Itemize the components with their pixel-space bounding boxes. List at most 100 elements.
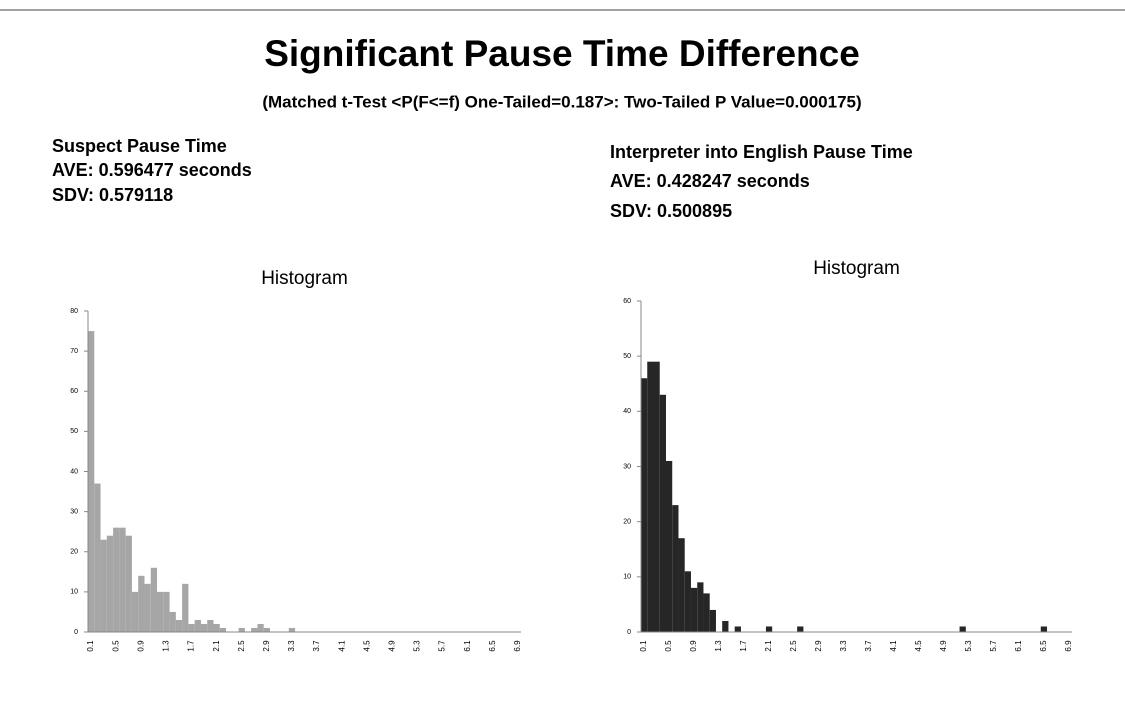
bar [709,609,716,632]
bar [138,575,145,632]
y-tick-label: 10 [623,574,631,581]
bar [734,626,741,632]
x-tick-label: 1.7 [739,640,748,652]
x-tick-label: 1.3 [714,640,723,652]
x-tick-label: 4.1 [889,640,898,652]
x-tick-label: 2.9 [262,640,271,652]
chart-title: Histogram [813,258,900,279]
x-tick-label: 6.1 [1014,640,1023,652]
bar [1040,626,1048,632]
y-tick-label: 50 [623,353,631,360]
stats-ave: AVE: 0.596477 seconds [52,160,252,180]
x-tick-label: 6.5 [488,640,497,652]
bar [94,483,101,632]
x-tick-label: 4.5 [362,640,371,652]
x-tick-label: 5.7 [989,640,998,652]
y-tick-label: 70 [70,348,78,355]
bar [288,627,296,632]
bar [959,626,966,632]
y-tick-label: 30 [70,508,78,515]
bar [684,571,691,632]
x-tick-label: 4.1 [337,640,346,652]
stats-heading: Interpreter into English Pause Time [610,142,913,162]
stats-sdv: SDV: 0.500895 [610,201,732,221]
bar [119,527,126,632]
y-tick-label: 60 [70,388,78,395]
x-tick-label: 0.1 [639,640,648,652]
y-tick-label: 20 [623,519,631,526]
bar [113,527,120,632]
bar [157,591,164,632]
bar [665,460,673,632]
bar [641,378,648,632]
y-tick-label: 10 [70,589,78,596]
bar [131,591,139,632]
y-tick-label: 0 [627,629,631,636]
x-tick-label: 0.1 [86,640,95,652]
subtitle: (Matched t-Test <P(F<=f) One-Tailed=0.18… [262,92,861,111]
bar [88,331,95,632]
bar [125,535,132,632]
x-tick-label: 6.5 [1039,640,1048,652]
x-tick-label: 3.7 [312,640,321,652]
y-tick-label: 50 [70,428,78,435]
bar [207,619,214,632]
x-tick-label: 2.1 [212,640,221,652]
bar [672,505,679,632]
y-tick-label: 60 [623,298,631,305]
bar [182,583,189,632]
bar [100,539,107,632]
x-tick-label: 0.9 [136,640,145,652]
x-tick-label: 1.7 [187,640,196,652]
bar [144,583,151,632]
chart-title: Histogram [261,268,348,289]
bar [200,623,208,632]
x-tick-label: 1.3 [162,640,171,652]
x-tick-label: 5.7 [438,640,447,652]
x-tick-label: 6.1 [463,640,472,652]
bar [690,587,698,632]
x-tick-label: 0.5 [664,640,673,652]
stats-heading: Suspect Pause Time [52,136,227,156]
bar [188,623,195,632]
x-tick-label: 0.9 [689,640,698,652]
bar [678,538,685,632]
bar [213,623,220,632]
x-tick-label: 2.1 [764,640,773,652]
bar [238,627,245,632]
bar [653,361,660,632]
bar [194,619,201,632]
x-tick-label: 3.3 [287,640,296,652]
x-tick-label: 2.5 [237,640,246,652]
bar [703,593,710,632]
bar [659,394,666,632]
y-tick-label: 40 [70,468,78,475]
y-tick-label: 30 [623,463,631,470]
x-tick-label: 2.9 [814,640,823,652]
bar [765,626,773,632]
bar [106,535,114,632]
x-tick-label: 0.5 [111,640,120,652]
bar [697,582,704,632]
bar [219,627,227,632]
bar [263,627,270,632]
bar [797,626,804,632]
bar [722,620,729,632]
x-tick-label: 4.9 [387,640,396,652]
bar [163,591,170,632]
bar [169,611,176,632]
y-tick-label: 20 [70,549,78,556]
x-tick-label: 3.7 [864,640,873,652]
bar [175,619,183,632]
bar [150,567,158,632]
stats-sdv: SDV: 0.579118 [52,185,173,205]
slide-title: Significant Pause Time Difference [264,33,860,74]
bar [251,627,258,632]
y-tick-label: 80 [70,308,78,315]
y-tick-label: 0 [74,629,78,636]
stats-ave: AVE: 0.428247 seconds [610,171,810,191]
bar [647,361,654,632]
x-tick-label: 6.9 [1064,640,1073,652]
bar [257,623,264,632]
